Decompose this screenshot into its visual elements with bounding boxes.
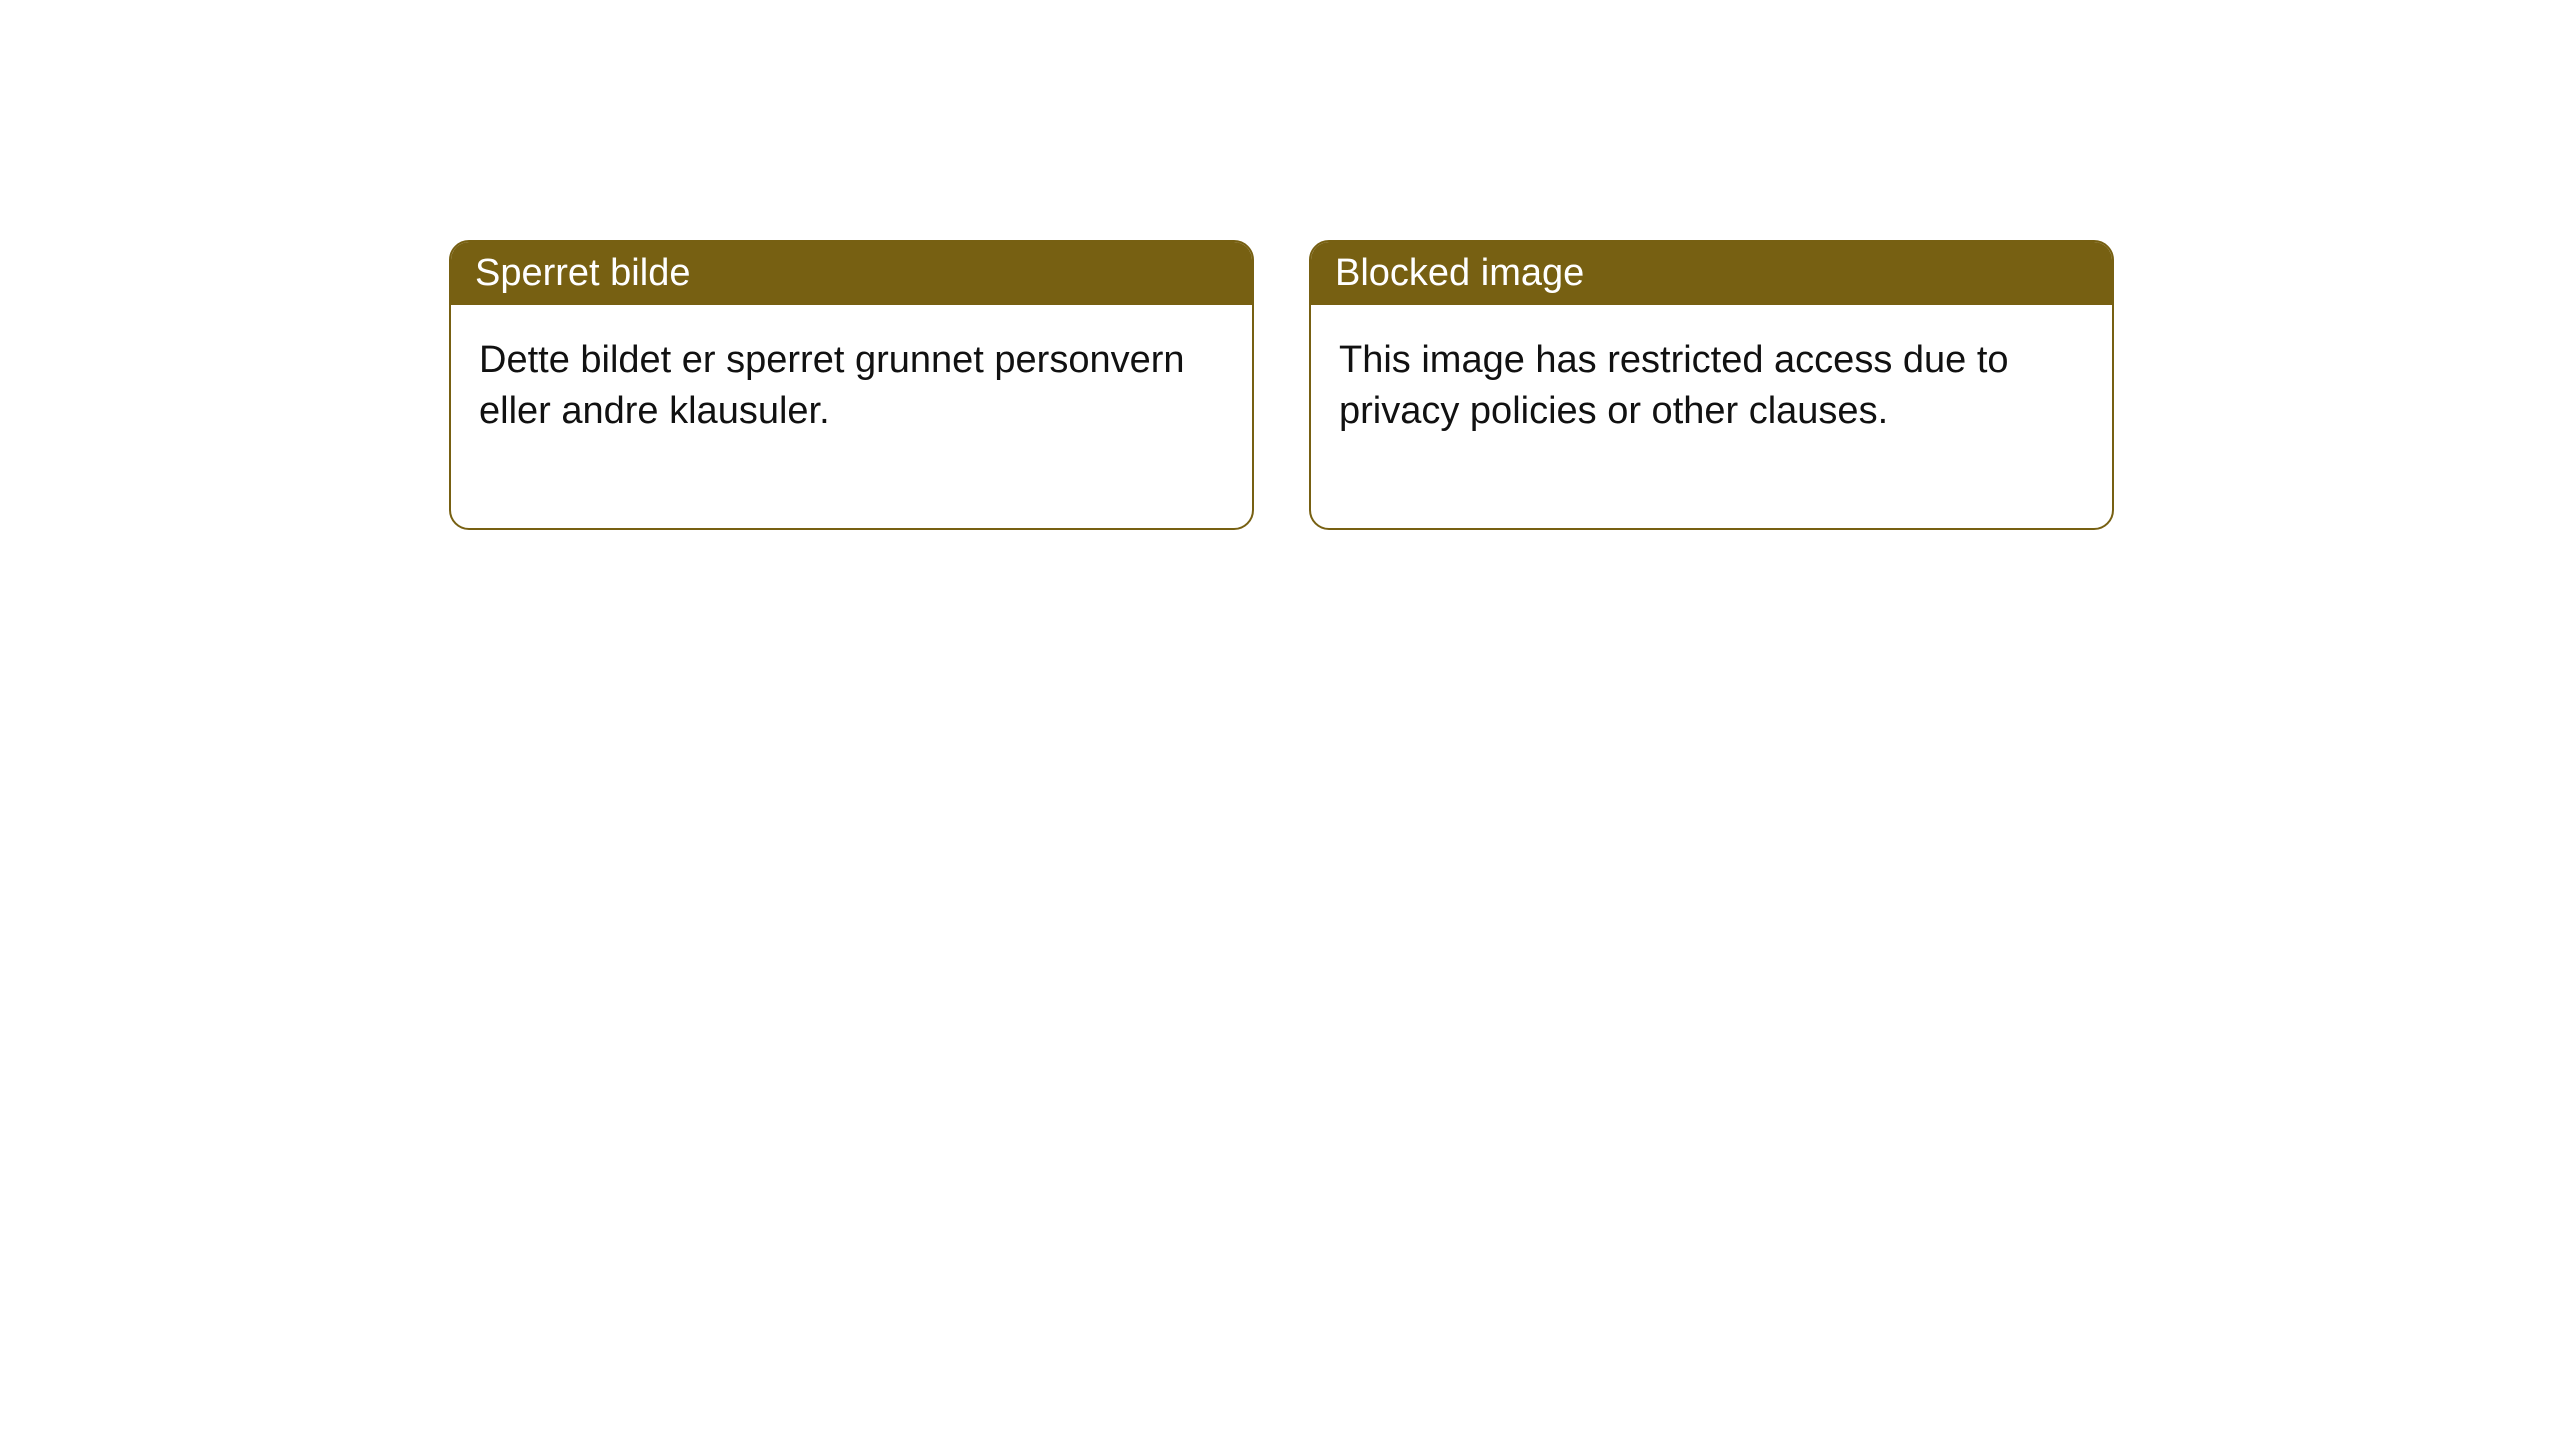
card-body-text: This image has restricted access due to … <box>1339 339 2009 432</box>
notice-card-english: Blocked image This image has restricted … <box>1309 240 2114 530</box>
notice-card-norwegian: Sperret bilde Dette bildet er sperret gr… <box>449 240 1254 530</box>
notice-container: Sperret bilde Dette bildet er sperret gr… <box>0 0 2560 530</box>
card-header: Sperret bilde <box>451 242 1252 305</box>
card-body-text: Dette bildet er sperret grunnet personve… <box>479 339 1185 432</box>
card-title: Blocked image <box>1335 252 1584 294</box>
card-header: Blocked image <box>1311 242 2112 305</box>
card-body: This image has restricted access due to … <box>1311 305 2112 528</box>
card-title: Sperret bilde <box>475 252 690 294</box>
card-body: Dette bildet er sperret grunnet personve… <box>451 305 1252 528</box>
